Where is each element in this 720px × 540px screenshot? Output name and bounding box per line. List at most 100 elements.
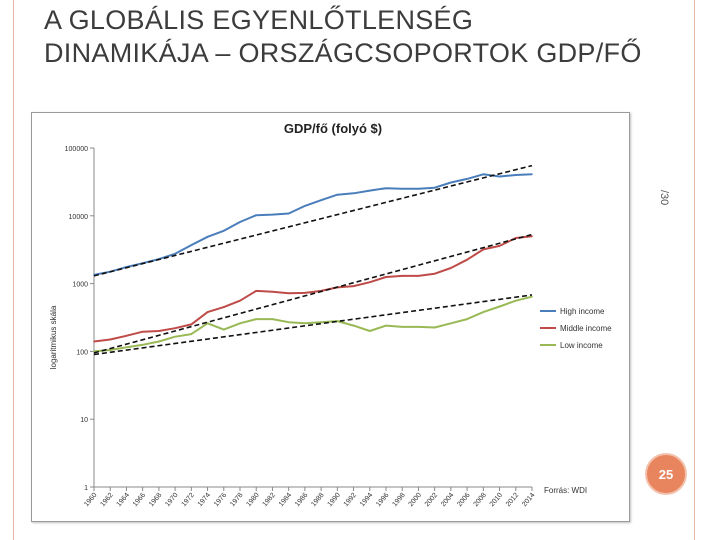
x-tick-label: 1966: [132, 492, 147, 509]
x-tick-label: 1962: [99, 492, 114, 509]
data-point: [255, 290, 258, 292]
chart-frame: GDP/fő (folyó $) 1 10 100 1000 10000 100000 log…: [31, 112, 630, 522]
y-tick-label: 10: [80, 417, 88, 424]
data-point: [239, 299, 241, 302]
source-note: Forrás: WDI: [544, 486, 587, 495]
data-point: [304, 322, 306, 325]
x-tick-label: 1960: [83, 492, 98, 509]
x-tick-label: 2000: [408, 492, 423, 509]
data-point: [190, 333, 193, 335]
data-point: [336, 320, 339, 322]
data-point: [174, 253, 176, 255]
slide-title: A GLOBÁLIS EGYENLŐTLENSÉG DINAMIKÁJA – O…: [44, 5, 642, 68]
data-point: [190, 244, 193, 246]
data-point: [498, 175, 501, 178]
data-point: [320, 199, 322, 201]
data-point: [271, 318, 274, 320]
data-point: [466, 258, 468, 261]
y-tick-label: 10000: [69, 214, 89, 221]
x-tick-label: 2008: [472, 492, 487, 509]
data-point: [498, 305, 501, 308]
data-point: [450, 181, 452, 184]
trend-line: [93, 164, 533, 277]
data-point: [271, 290, 274, 293]
data-point: [531, 295, 533, 298]
x-tick-label: 1996: [375, 492, 390, 509]
side-slide-number: /30: [658, 190, 670, 206]
x-tick-label: 1992: [343, 492, 358, 509]
y-tick-label: 1000: [72, 282, 88, 289]
data-point: [255, 214, 258, 217]
slide-right-border: [694, 0, 695, 540]
x-tick-label: 1968: [148, 492, 163, 509]
data-point: [466, 318, 468, 320]
x-tick-label: 1964: [116, 492, 131, 509]
data-point: [433, 186, 436, 189]
x-tick-label: 2010: [489, 492, 504, 509]
data-point: [255, 318, 258, 320]
data-point: [271, 213, 274, 216]
data-point: [417, 275, 420, 277]
data-point: [206, 322, 209, 325]
data-point: [109, 349, 112, 351]
data-point: [222, 230, 225, 232]
data-point: [401, 188, 404, 190]
legend-label: Low income: [560, 341, 603, 350]
data-point: [93, 340, 95, 343]
data-point: [368, 281, 371, 283]
data-point: [125, 334, 128, 337]
data-point: [336, 193, 339, 196]
x-tick-label: 1988: [310, 492, 325, 509]
data-point: [482, 248, 485, 251]
data-point: [239, 322, 241, 325]
chart-title: GDP/fő (folyó $): [284, 121, 382, 136]
data-point: [287, 321, 290, 323]
series-line-low-income: [93, 295, 533, 353]
x-tick-label: 1984: [278, 492, 293, 509]
series-line-middle-income: [93, 235, 533, 343]
data-point: [352, 324, 355, 327]
data-point: [222, 328, 225, 331]
x-tick-label: 2002: [424, 492, 439, 509]
x-tick-label: 2004: [440, 492, 455, 509]
data-point: [433, 272, 436, 275]
x-tick-label: 1980: [245, 492, 260, 509]
data-point: [368, 189, 371, 192]
y-tick-label: 100: [76, 349, 88, 356]
data-point: [498, 245, 501, 247]
y-tick-label: 1: [84, 485, 88, 492]
data-point: [401, 275, 404, 277]
legend-label: High income: [560, 307, 605, 316]
data-point: [482, 173, 485, 176]
data-point: [109, 338, 112, 341]
data-point: [531, 173, 533, 176]
data-point: [433, 326, 436, 329]
x-tick-label: 1982: [262, 492, 277, 509]
x-tick-label: 1994: [359, 492, 374, 509]
data-point: [368, 330, 371, 332]
x-tick-label: 1998: [391, 492, 406, 509]
data-point: [450, 322, 452, 325]
data-point: [141, 344, 144, 346]
data-point: [93, 350, 95, 353]
data-point: [352, 192, 355, 195]
x-tick-label: 2014: [521, 492, 536, 509]
data-point: [239, 221, 241, 223]
data-point: [514, 174, 517, 176]
data-point: [482, 311, 485, 313]
series-line-high-income: [93, 173, 533, 276]
data-point: [304, 292, 306, 294]
data-point: [206, 236, 209, 238]
x-tick-label: 1978: [229, 492, 244, 509]
data-point: [401, 326, 404, 328]
y-axis-label: logaritmikus skála: [49, 305, 58, 369]
x-tick-label: 2006: [456, 492, 471, 509]
data-point: [450, 267, 452, 269]
slide-left-border: [13, 0, 14, 540]
data-point: [385, 187, 387, 190]
data-point: [531, 235, 533, 238]
data-point: [417, 326, 420, 328]
y-tick-label: 100000: [65, 146, 88, 153]
gdp-chart: GDP/fő (folyó $) 1 10 100 1000 10000 100000 log…: [49, 121, 612, 509]
data-point: [514, 299, 517, 302]
